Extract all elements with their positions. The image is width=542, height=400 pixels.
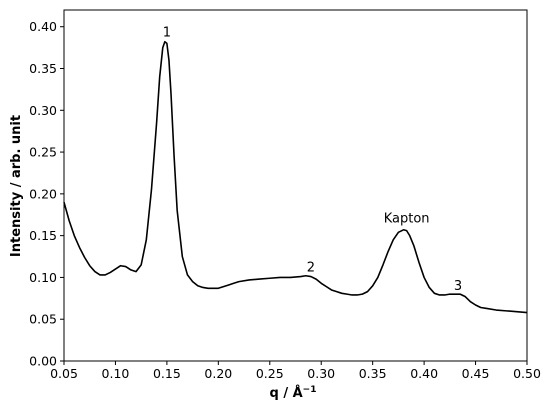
annotation-label: 1 [163, 26, 171, 41]
x-tick-label: 0.10 [102, 366, 130, 381]
annotation-label: 2 [307, 261, 315, 276]
y-tick-label: 0.25 [29, 145, 57, 160]
x-tick-label: 0.45 [462, 366, 490, 381]
annotation-label: Kapton [384, 211, 430, 226]
y-tick-label: 0.15 [29, 228, 57, 243]
y-tick-label: 0.30 [29, 103, 57, 118]
x-tick-label: 0.25 [256, 366, 284, 381]
x-tick-label: 0.30 [307, 366, 335, 381]
y-tick-label: 0.20 [29, 186, 57, 201]
x-axis-title-superscript: −1 [303, 385, 317, 395]
series-line-0 [63, 40, 528, 314]
x-axis-title-main: q / Å [270, 385, 303, 400]
y-tick-label: 0.10 [29, 270, 57, 285]
x-tick-label: 0.40 [410, 366, 438, 381]
x-tick-label: 0.20 [204, 366, 232, 381]
y-axis-title: Intensity / arb. unit [9, 115, 24, 257]
x-tick-label: 0.15 [153, 366, 181, 381]
plot-area: 0.05 0.10 0.15 0.20 0.25 0.30 0.35 0.40 0.45 0.50… [29, 9, 541, 381]
x-tick-label: 0.35 [359, 366, 387, 381]
y-tick-label: 0.35 [29, 61, 57, 76]
x-tick-label: 0.05 [50, 366, 78, 381]
x-tick-label: 0.50 [513, 366, 541, 381]
x-axis-title: q / Å−1 [270, 385, 317, 400]
plot-frame [63, 9, 528, 362]
y-tick-label: 0.00 [29, 354, 57, 369]
y-tick-label: 0.05 [29, 312, 57, 327]
y-tick-label: 0.40 [29, 19, 57, 34]
annotation-label: 3 [454, 279, 462, 294]
y-axis-title-group: Intensity / arb. unit [9, 115, 24, 257]
